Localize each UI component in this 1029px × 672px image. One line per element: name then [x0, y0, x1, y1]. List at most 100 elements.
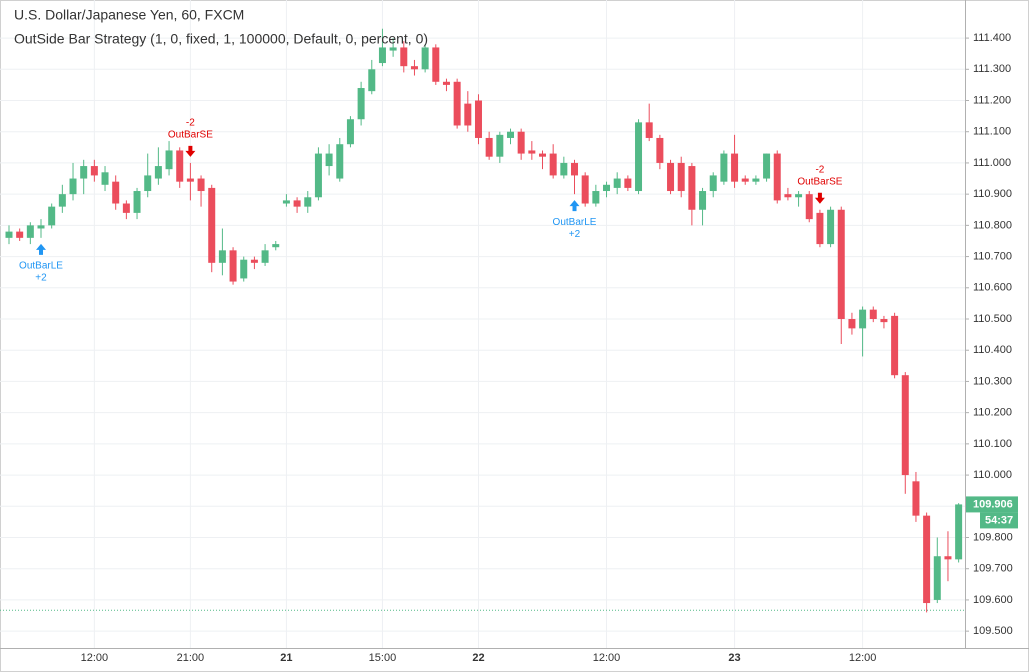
- candle-body: [154, 166, 162, 179]
- candle-body: [603, 184, 611, 192]
- y-tick-label: 110.600: [973, 282, 1012, 294]
- candle-body: [357, 88, 365, 120]
- candle-body: [5, 231, 13, 238]
- candle-body: [901, 375, 909, 476]
- candle-body: [837, 209, 845, 320]
- candle-body: [709, 175, 717, 192]
- candle-body: [645, 122, 653, 138]
- countdown-label: 54:37: [985, 514, 1013, 526]
- signal-arrow: [814, 192, 825, 204]
- y-tick-label: 110.300: [973, 375, 1012, 387]
- candle-body: [517, 131, 525, 154]
- signal-label: OutBarSE: [168, 130, 213, 141]
- candle-body: [112, 181, 120, 204]
- candle-body: [314, 153, 322, 198]
- candle-body: [805, 194, 813, 220]
- candle-body: [485, 137, 493, 157]
- candle-body: [325, 153, 333, 167]
- candle-body: [389, 47, 397, 51]
- candle-body: [69, 178, 77, 195]
- candle-body: [667, 162, 675, 192]
- signal: OutBarLE+2: [553, 200, 597, 240]
- candle-body: [624, 178, 632, 188]
- candle-body: [336, 144, 344, 179]
- x-tick-label: 21: [280, 652, 292, 664]
- candle-body: [752, 178, 760, 182]
- chart-title: U.S. Dollar/Japanese Yen, 60, FXCM: [14, 7, 244, 23]
- grid: [0, 0, 965, 648]
- candle-body: [368, 69, 376, 92]
- candle-body: [48, 206, 56, 226]
- signal: OutBarSE-2: [168, 118, 213, 157]
- candle-body: [272, 244, 280, 248]
- signal-qty: +2: [569, 229, 581, 240]
- y-tick-label: 111.100: [973, 126, 1011, 138]
- candle-body: [474, 100, 482, 138]
- candle-body: [208, 187, 216, 263]
- candle-body: [741, 178, 749, 182]
- candle-body: [891, 315, 899, 376]
- signal-arrow: [185, 145, 196, 157]
- countdown-box: [980, 512, 1018, 529]
- candle-body: [613, 178, 621, 188]
- candle-body: [442, 81, 450, 85]
- candle-body: [165, 150, 173, 170]
- candle-body: [240, 259, 248, 279]
- candle-body: [432, 47, 440, 82]
- y-tick-label: 110.200: [973, 407, 1012, 419]
- candle-body: [549, 153, 557, 176]
- candle-body: [933, 556, 941, 600]
- y-tick-label: 111.400: [973, 32, 1011, 44]
- x-tick-label: 12:00: [849, 652, 877, 664]
- x-tick-label: 23: [728, 652, 740, 664]
- candle-body: [816, 212, 824, 245]
- candle-body: [677, 162, 685, 192]
- signal: OutBarLE+2: [19, 243, 63, 283]
- candle-body: [912, 481, 920, 516]
- candle-body: [955, 504, 963, 560]
- y-tick-label: 111.300: [973, 63, 1011, 75]
- y-tick-label: 109.500: [973, 625, 1013, 637]
- candle-body: [453, 81, 461, 126]
- signal-label: OutBarLE: [19, 260, 63, 271]
- chart-subtitle: OutSide Bar Strategy (1, 0, fixed, 1, 10…: [14, 31, 428, 47]
- candle-body: [635, 122, 643, 192]
- candle-body: [528, 150, 536, 154]
- candle-body: [293, 200, 301, 207]
- x-tick-label: 15:00: [369, 652, 397, 664]
- signal-label: OutBarSE: [797, 176, 842, 187]
- candle-body: [827, 209, 835, 245]
- candle-body: [400, 47, 408, 67]
- y-tick-label: 110.000: [973, 469, 1012, 481]
- candle-body: [346, 119, 354, 145]
- candle-body: [784, 194, 792, 198]
- candle-body: [26, 225, 34, 238]
- candle-body: [560, 162, 568, 176]
- candle-body: [80, 166, 88, 179]
- candle-body: [186, 178, 194, 182]
- candle-body: [720, 153, 728, 182]
- candle-body: [773, 153, 781, 201]
- last-price-label: 109.906: [973, 498, 1013, 510]
- candle-body: [229, 250, 237, 282]
- signal-label: OutBarLE: [553, 217, 597, 228]
- x-tick-label: 12:00: [81, 652, 109, 664]
- candle-body: [304, 197, 312, 207]
- candle-body: [688, 166, 696, 210]
- y-tick-label: 110.700: [973, 250, 1012, 262]
- signal-arrow: [36, 243, 47, 255]
- candle-body: [176, 150, 184, 182]
- candle-body: [571, 162, 579, 176]
- y-tick-label: 111.000: [973, 157, 1011, 169]
- candle-body: [90, 166, 98, 176]
- candle-body: [58, 194, 66, 207]
- candle-body: [421, 47, 429, 70]
- candle-body: [539, 153, 546, 157]
- candle-body: [261, 250, 269, 263]
- candle-body: [101, 172, 109, 185]
- y-tick-label: 109.800: [973, 531, 1013, 543]
- candle-body: [282, 200, 290, 204]
- y-tick-label: 109.700: [973, 563, 1013, 575]
